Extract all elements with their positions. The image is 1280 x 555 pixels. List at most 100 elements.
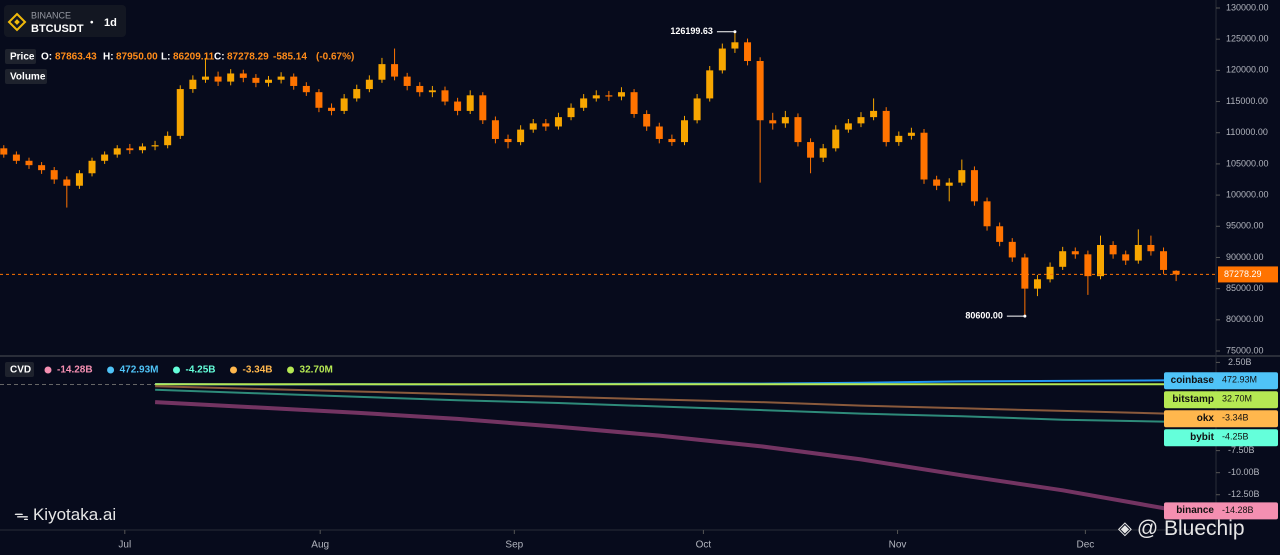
candle-body bbox=[1096, 244, 1104, 277]
legend-value: -14.28B bbox=[57, 365, 93, 376]
cvd-line bbox=[154, 400, 1177, 513]
candle-body bbox=[718, 48, 726, 71]
candle-body bbox=[315, 92, 323, 108]
y-tick-label: 90000.00 bbox=[1226, 252, 1264, 262]
legend-icon bbox=[44, 366, 52, 374]
candle-body bbox=[870, 110, 878, 118]
candle-body bbox=[328, 107, 336, 111]
candle-body bbox=[933, 179, 941, 186]
y-tick-label: 80000.00 bbox=[1226, 314, 1264, 324]
x-tick-label: Nov bbox=[889, 540, 907, 551]
watermark-right: ◈ @ Bluechip bbox=[1118, 517, 1245, 540]
candle-body bbox=[164, 135, 172, 146]
x-tick-label: Sep bbox=[505, 540, 523, 551]
y-tick-label: 120000.00 bbox=[1226, 65, 1269, 75]
candle-body bbox=[38, 165, 46, 171]
candle-body bbox=[1172, 270, 1180, 275]
candle-body bbox=[1046, 266, 1054, 280]
candle-body bbox=[1071, 251, 1079, 255]
candle-body bbox=[504, 138, 512, 143]
legend-icon bbox=[287, 366, 295, 374]
candle-body bbox=[201, 76, 209, 80]
series-tag-name: bitstamp bbox=[1172, 394, 1214, 405]
cvd-line bbox=[155, 385, 1177, 415]
candle-body bbox=[340, 98, 348, 111]
candle-body bbox=[794, 117, 802, 143]
price-button[interactable] bbox=[5, 49, 36, 64]
candle-body bbox=[25, 160, 33, 166]
candle-body bbox=[643, 114, 651, 127]
last-price-label: 87278.29 bbox=[1224, 269, 1262, 279]
y-tick-label: 75000.00 bbox=[1226, 345, 1264, 355]
y-tick-label: 125000.00 bbox=[1226, 34, 1269, 44]
candle-body bbox=[479, 95, 487, 121]
series-tag-name: bybit bbox=[1190, 432, 1215, 443]
watermark-left: ᯓ Kiyotaka.ai bbox=[14, 505, 116, 524]
x-tick-label: Dec bbox=[1076, 540, 1094, 551]
price-button-label[interactable]: Price bbox=[10, 52, 35, 63]
candle-body bbox=[1021, 257, 1029, 289]
volume-button-label[interactable]: Volume bbox=[10, 72, 46, 83]
candle-body bbox=[567, 107, 575, 118]
candle-body bbox=[365, 79, 373, 90]
candle-body bbox=[983, 201, 991, 227]
change: -585.14 bbox=[273, 52, 307, 63]
legend-value: -4.25B bbox=[186, 365, 216, 376]
candle-body bbox=[529, 123, 537, 130]
candle-body bbox=[630, 92, 638, 115]
interval[interactable]: 1d bbox=[104, 17, 117, 29]
y-tick-label: 85000.00 bbox=[1226, 283, 1264, 293]
legend-value: -3.34B bbox=[243, 365, 273, 376]
candle-body bbox=[126, 148, 134, 151]
candle-body bbox=[996, 226, 1004, 242]
candle-body bbox=[781, 117, 789, 124]
candle-body bbox=[75, 173, 83, 186]
series-tag-value: -14.28B bbox=[1222, 505, 1254, 515]
candle-body bbox=[769, 120, 777, 124]
candle-body bbox=[138, 146, 146, 151]
x-tick-label: Oct bbox=[696, 540, 712, 551]
series-tag-name: okx bbox=[1197, 413, 1215, 424]
candle-body bbox=[378, 64, 386, 80]
cvd-line bbox=[155, 388, 1177, 423]
symbol: BTCUSDT bbox=[31, 23, 84, 35]
candle-body bbox=[466, 95, 474, 111]
candle-body bbox=[403, 76, 411, 86]
candle-body bbox=[1160, 251, 1168, 270]
candle-body bbox=[693, 98, 701, 121]
exchange-logo bbox=[14, 19, 20, 25]
y-tick-label: 100000.00 bbox=[1226, 189, 1269, 199]
candle-body bbox=[277, 76, 285, 80]
candle-body bbox=[428, 90, 436, 93]
candle-body bbox=[819, 148, 827, 158]
legend-icon bbox=[107, 366, 115, 374]
candle-body bbox=[970, 170, 978, 202]
candle-body bbox=[1084, 254, 1092, 277]
cvd-button[interactable] bbox=[5, 362, 34, 377]
candle-body bbox=[580, 98, 588, 108]
y-tick-label: 95000.00 bbox=[1226, 221, 1264, 231]
series-tag-name: coinbase bbox=[1171, 375, 1215, 386]
series-tag-value: -4.25B bbox=[1222, 432, 1249, 442]
candle-body bbox=[189, 79, 197, 90]
candle-body bbox=[416, 85, 424, 93]
ohlc-key: O: bbox=[41, 52, 52, 63]
y-tick-label: 110000.00 bbox=[1226, 127, 1268, 137]
symbol-box[interactable] bbox=[4, 5, 126, 37]
annotation-dot bbox=[1023, 314, 1027, 318]
candle-body bbox=[252, 77, 260, 83]
candle-body bbox=[1059, 251, 1067, 267]
candle-body bbox=[101, 154, 109, 161]
candle-body bbox=[1134, 244, 1142, 261]
volume-button[interactable] bbox=[5, 69, 47, 84]
ohlc-value: 87950.00 bbox=[116, 52, 158, 63]
candle-body bbox=[1147, 244, 1155, 252]
x-tick-label: Jul bbox=[118, 540, 131, 551]
ohlc-value: 86209.11 bbox=[173, 52, 215, 63]
series-tag bbox=[1164, 372, 1278, 390]
candle-body bbox=[605, 95, 613, 97]
candle-body bbox=[617, 92, 625, 97]
x-tick-label: Aug bbox=[311, 540, 329, 551]
candle-body bbox=[958, 170, 966, 183]
